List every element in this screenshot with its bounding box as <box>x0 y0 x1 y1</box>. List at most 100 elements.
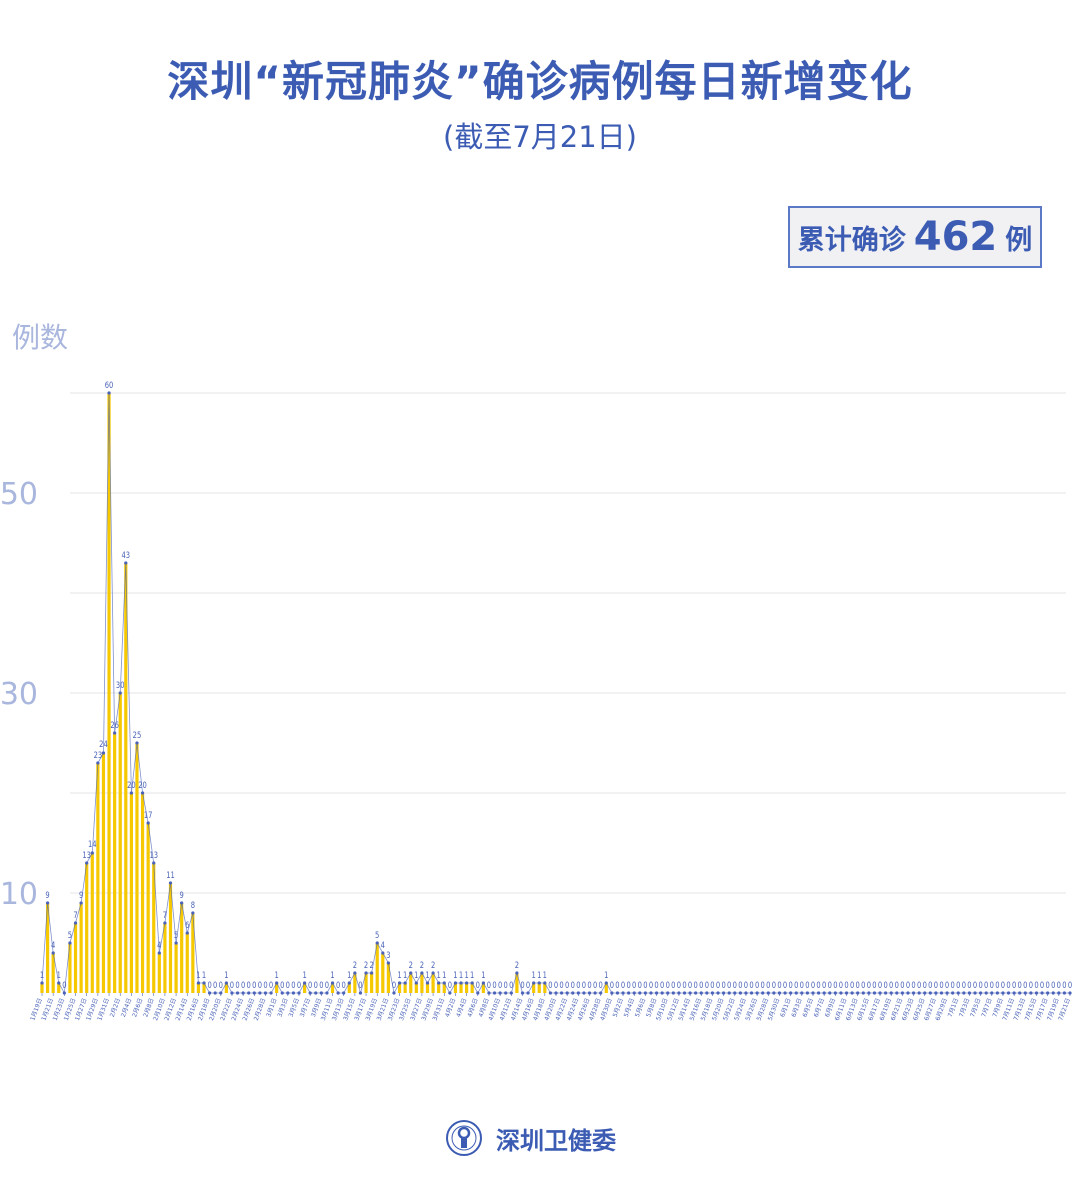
data-label: 0 <box>682 980 686 990</box>
data-point <box>202 981 206 985</box>
data-label: 11 <box>166 870 175 880</box>
data-label: 0 <box>1029 980 1033 990</box>
data-point <box>895 991 899 995</box>
data-label: 0 <box>520 980 524 990</box>
data-label: 0 <box>235 980 239 990</box>
data-point <box>582 991 586 995</box>
data-label: 0 <box>654 980 658 990</box>
bar <box>101 753 106 993</box>
data-point <box>705 991 709 995</box>
data-label: 0 <box>1018 980 1022 990</box>
data-label: 7 <box>163 910 167 920</box>
data-point <box>403 981 407 985</box>
data-label: 1 <box>543 970 547 980</box>
data-label: 0 <box>677 980 681 990</box>
data-label: 0 <box>800 980 804 990</box>
data-point <box>431 971 435 975</box>
bar <box>420 973 424 993</box>
data-label: 9 <box>45 890 49 900</box>
bar <box>459 983 463 993</box>
data-label: 0 <box>1034 980 1038 990</box>
data-label: 0 <box>660 980 664 990</box>
data-point <box>794 991 798 995</box>
bar <box>353 973 357 993</box>
data-point <box>537 981 541 985</box>
data-label: 0 <box>666 980 670 990</box>
data-label: 0 <box>498 980 502 990</box>
bar <box>51 953 55 993</box>
data-point <box>275 981 279 985</box>
data-label: 1 <box>442 970 446 980</box>
data-label: 0 <box>945 980 949 990</box>
bar <box>515 973 519 993</box>
health-commission-seal-icon <box>446 1120 482 1156</box>
bar <box>96 763 100 993</box>
data-point <box>146 821 150 825</box>
data-label: 20 <box>127 780 136 790</box>
data-point <box>973 991 977 995</box>
data-label: 0 <box>716 980 720 990</box>
data-point <box>526 991 530 995</box>
data-point <box>604 981 608 985</box>
data-label: 0 <box>526 980 530 990</box>
data-label: 0 <box>504 980 508 990</box>
data-label: 0 <box>766 980 770 990</box>
data-point <box>185 931 189 935</box>
bar <box>124 563 128 993</box>
data-label: 2 <box>420 960 424 970</box>
data-label: 13 <box>149 850 158 860</box>
data-label: 1 <box>224 970 228 980</box>
data-point <box>135 741 139 745</box>
bar <box>224 983 228 993</box>
data-label: 0 <box>1068 980 1072 990</box>
bar <box>118 693 122 993</box>
data-point <box>716 991 720 995</box>
data-label: 0 <box>900 980 904 990</box>
total-label: 累计确诊 <box>797 224 906 256</box>
data-point <box>425 981 430 985</box>
bar <box>465 983 469 993</box>
data-label: 1 <box>532 970 536 980</box>
data-label: 1 <box>202 970 206 980</box>
data-label: 0 <box>850 980 854 990</box>
data-label: 0 <box>749 980 753 990</box>
data-label: 0 <box>554 980 558 990</box>
data-point <box>783 991 787 995</box>
data-label: 0 <box>995 980 999 990</box>
y-tick-label: 30 <box>0 677 38 712</box>
bar <box>163 923 167 993</box>
data-point <box>247 991 251 995</box>
data-label: 0 <box>593 980 597 990</box>
data-point <box>805 991 810 995</box>
data-label: 0 <box>565 980 569 990</box>
data-label: 0 <box>816 980 820 990</box>
data-point <box>79 901 83 905</box>
data-label: 2 <box>431 960 435 970</box>
data-point <box>124 561 128 565</box>
data-label: 20 <box>138 780 147 790</box>
data-point <box>906 991 910 995</box>
data-point <box>358 991 363 995</box>
data-point <box>559 991 564 995</box>
bar <box>135 743 139 993</box>
data-point <box>364 971 368 975</box>
data-label: 4 <box>157 940 161 950</box>
bar <box>437 983 441 993</box>
bar <box>431 973 435 993</box>
data-label: 0 <box>694 980 698 990</box>
bar <box>57 983 61 993</box>
bar <box>442 983 446 993</box>
data-point <box>850 991 854 995</box>
data-label: 1 <box>437 970 441 980</box>
data-label: 0 <box>822 980 826 990</box>
data-point <box>196 981 201 985</box>
data-label: 2 <box>369 960 373 970</box>
data-label: 0 <box>643 980 647 990</box>
data-label: 0 <box>336 980 340 990</box>
data-label: 0 <box>230 980 234 990</box>
data-label: 0 <box>548 980 552 990</box>
data-label: 14 <box>88 839 97 849</box>
data-label: 9 <box>79 890 83 900</box>
data-label: 1 <box>330 970 334 980</box>
data-point <box>694 991 698 995</box>
